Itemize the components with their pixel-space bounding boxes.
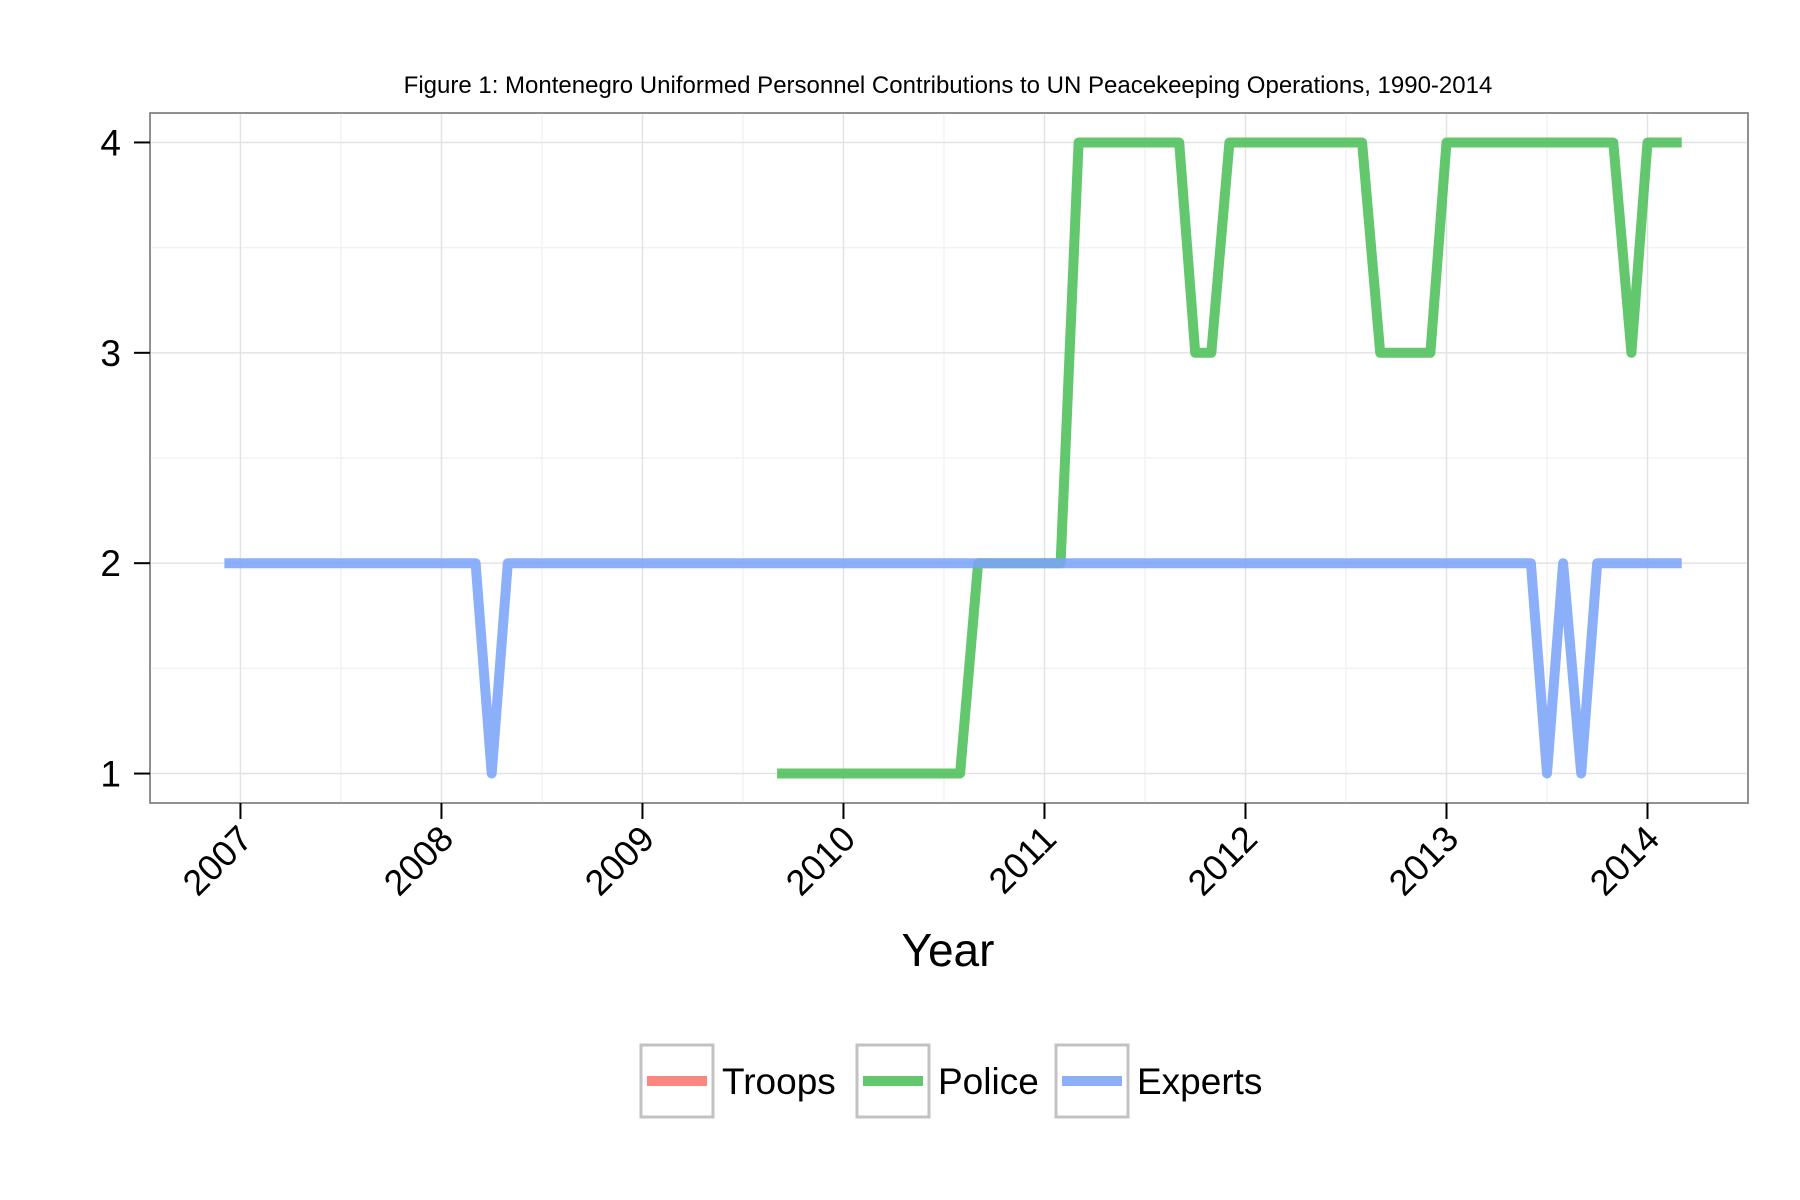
legend-label-experts: Experts — [1137, 1061, 1262, 1102]
x-tick-label: 2011 — [980, 818, 1064, 902]
x-tick-label: 2012 — [1180, 818, 1266, 904]
y-tick-label: 3 — [100, 333, 121, 374]
x-tick-label: 2009 — [576, 818, 662, 904]
series-lines — [224, 137, 1682, 779]
chart-title: Figure 1: Montenegro Uniformed Personnel… — [404, 72, 1493, 99]
x-tick-label: 2010 — [778, 818, 864, 904]
x-tick-label: 2007 — [174, 818, 260, 904]
series-line-experts — [224, 558, 1682, 779]
y-axis: 1 2 3 4 — [100, 122, 150, 795]
x-tick-label: 2014 — [1582, 818, 1668, 904]
x-tick-label: 2013 — [1381, 818, 1467, 904]
x-axis-title: Year — [902, 924, 995, 976]
y-tick-label: 4 — [100, 122, 121, 163]
legend-label-police: Police — [938, 1061, 1039, 1102]
y-tick-label: 1 — [100, 754, 121, 795]
minor-gridlines — [150, 113, 1748, 803]
legend: Troops Police Experts — [639, 1043, 1262, 1119]
legend-label-troops: Troops — [722, 1061, 836, 1102]
y-tick-label: 2 — [100, 543, 121, 584]
x-axis: 2007 2008 2009 2010 2011 2012 2013 2014 — [174, 803, 1667, 903]
x-tick-label: 2008 — [375, 818, 461, 904]
